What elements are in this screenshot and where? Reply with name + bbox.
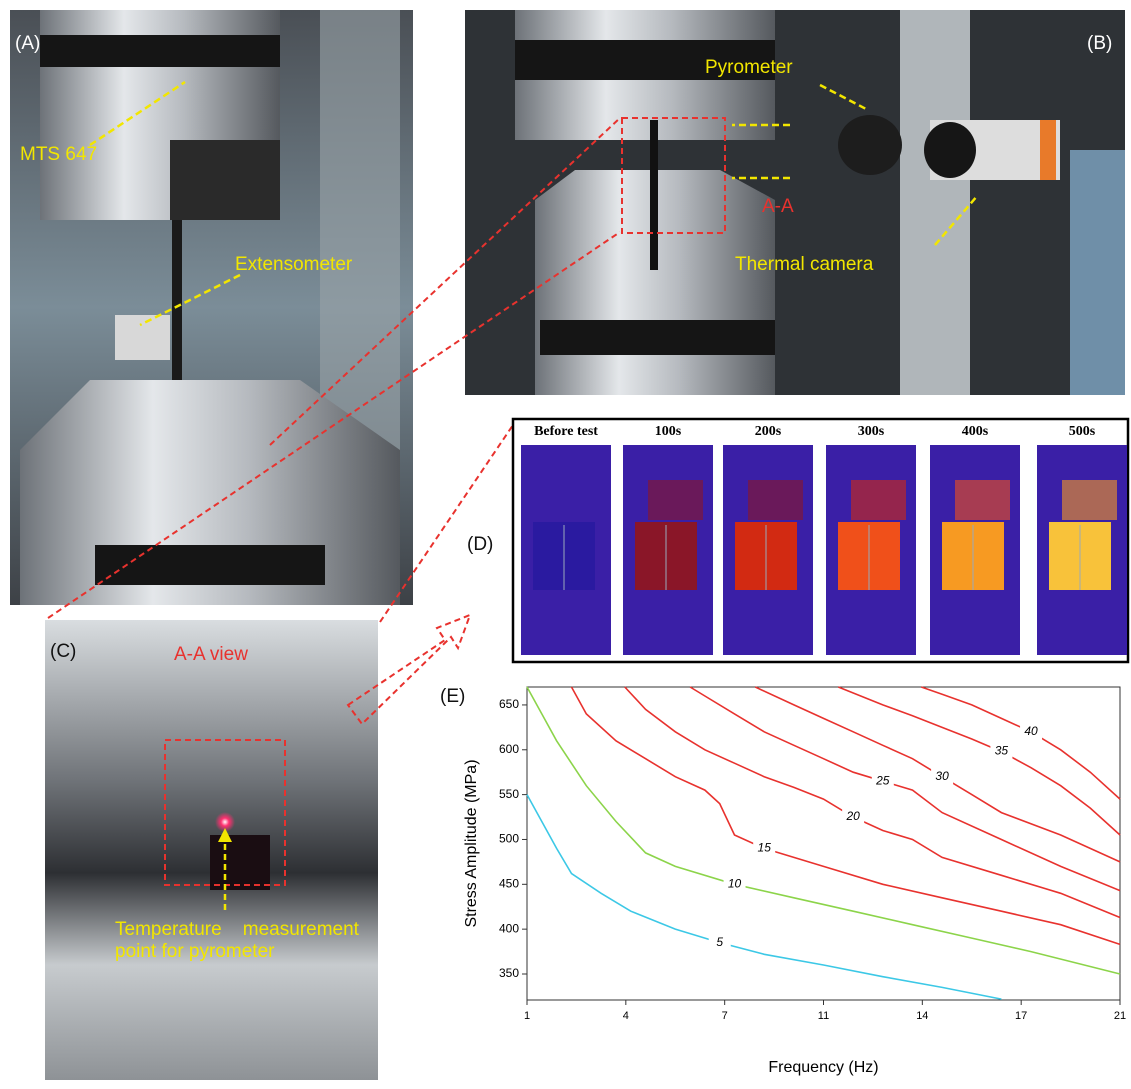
annotation: Thermal camera [735, 254, 874, 275]
x-tick-label: 14 [916, 1010, 928, 1022]
panel-label: (C) [50, 641, 76, 662]
y-tick-label: 350 [499, 966, 519, 980]
x-tick-label: 11 [818, 1010, 829, 1022]
annotation: MTS 647 [20, 144, 97, 165]
frame-title: 300s [858, 424, 885, 439]
annotation: point for pyrometer [115, 941, 275, 962]
panel-label: (E) [440, 686, 465, 707]
x-tick-label: 7 [722, 1010, 728, 1022]
panel-label: (D) [467, 534, 493, 555]
y-axis-label: Stress Amplitude (MPa) [463, 759, 480, 927]
x-axis-label: Frequency (Hz) [768, 1059, 878, 1076]
contour-label: 30 [935, 769, 949, 783]
photo-c [45, 620, 378, 1080]
contour-label: 20 [845, 809, 860, 823]
x-tick-label: 4 [623, 1010, 629, 1022]
y-tick-label: 650 [499, 697, 519, 711]
annotation: Temperature measurement [115, 919, 360, 940]
y-tick-label: 500 [499, 832, 519, 846]
contour-label: 10 [728, 876, 742, 890]
y-tick-label: 600 [499, 742, 519, 756]
contour-line [625, 687, 1120, 918]
panel-label: (B) [1087, 33, 1112, 54]
annotation: A-A view [174, 644, 248, 665]
contour-label: 25 [875, 773, 890, 787]
x-tick-label: 17 [1015, 1010, 1027, 1022]
thermal-grip [851, 480, 906, 520]
annotation: Pyrometer [705, 57, 793, 78]
frame-title: 200s [755, 424, 782, 439]
panel-label: (A) [15, 33, 40, 54]
contour-label: 40 [1024, 724, 1038, 738]
thermal-images: Before test 100s 200s 300s 400s 500s [521, 424, 1127, 655]
frame-title: Before test [534, 424, 598, 439]
contour-line [527, 795, 1001, 1000]
thermal-grip [748, 480, 803, 520]
frame-title: 400s [962, 424, 989, 439]
thermal-grip [546, 480, 601, 520]
contour-label: 5 [716, 935, 723, 949]
y-tick-label: 550 [499, 787, 519, 801]
thermal-grip [955, 480, 1010, 520]
frame-title: 100s [655, 424, 682, 439]
contour-label: 35 [995, 744, 1009, 758]
contour-line [690, 687, 1120, 891]
y-tick-label: 400 [499, 921, 519, 935]
photo-a [10, 10, 413, 605]
annotation: Extensometer [235, 254, 353, 275]
x-tick-label: 1 [524, 1010, 530, 1022]
contour-label: 15 [758, 841, 772, 855]
annotation: A-A [762, 196, 794, 217]
figure: (A) MTS 647 Extensometer (B) Pyrometer A… [0, 0, 1131, 1084]
thermal-grip [1062, 480, 1117, 520]
frame-title: 500s [1069, 424, 1096, 439]
thermal-grip [648, 480, 703, 520]
x-tick-label: 21 [1114, 1010, 1126, 1022]
photo-b [465, 10, 1125, 395]
y-tick-label: 450 [499, 876, 519, 890]
contour-line [838, 687, 1120, 835]
